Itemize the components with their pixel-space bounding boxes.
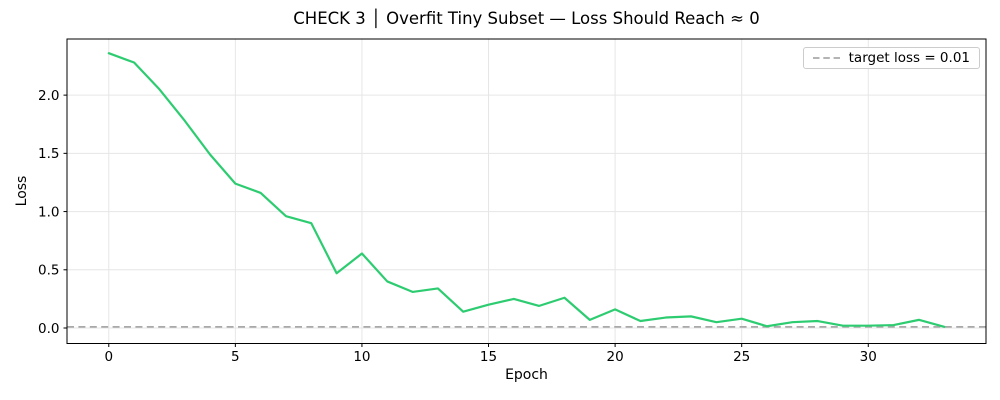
x-tick-label: 0 — [104, 349, 113, 365]
y-tick-label: 0.5 — [38, 263, 59, 279]
y-tick-label: 1.0 — [38, 204, 59, 220]
loss-curve — [107, 52, 946, 328]
y-tick-label: 2.0 — [38, 88, 59, 104]
x-tick-label: 10 — [353, 349, 370, 365]
x-tick-label: 20 — [607, 349, 624, 365]
x-tick-label: 5 — [231, 349, 240, 365]
y-tick-label: 1.5 — [38, 146, 59, 162]
x-tick-label: 15 — [480, 349, 497, 365]
chart-title: CHECK 3 │ Overfit Tiny Subset — Loss Sho… — [293, 9, 760, 28]
dashed-line-icon — [812, 57, 840, 59]
x-tick-label: 25 — [733, 349, 750, 365]
y-tick-label: 0.0 — [38, 321, 59, 337]
legend-label: target loss = 0.01 — [848, 50, 970, 66]
x-axis-label: Epoch — [505, 367, 548, 383]
legend: target loss = 0.01 — [802, 47, 980, 69]
x-tick-label: 30 — [860, 349, 877, 365]
y-axis-label: Loss — [14, 175, 30, 207]
plot-border — [66, 38, 987, 344]
